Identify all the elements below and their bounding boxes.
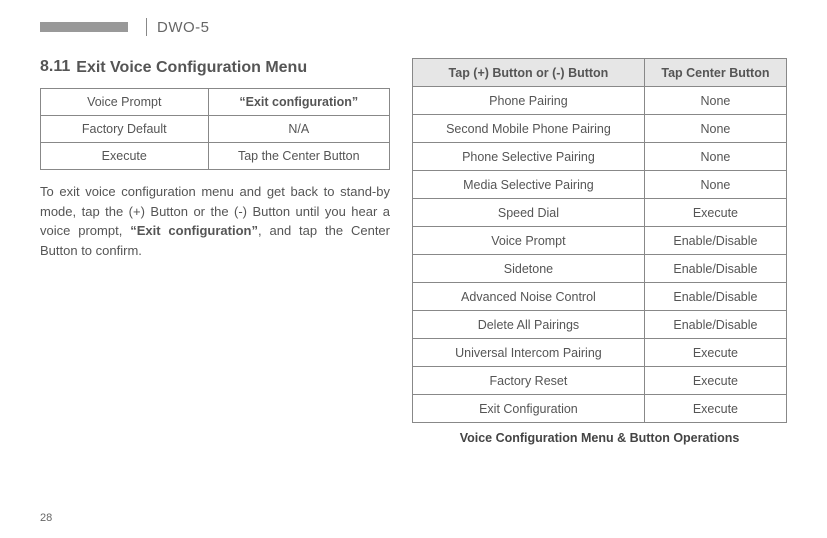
- table-row: Exit ConfigurationExecute: [413, 395, 787, 423]
- model-label: DWO-5: [157, 19, 210, 36]
- paragraph-bold: “Exit configuration”: [130, 223, 258, 238]
- cell-feature: Voice Prompt: [413, 227, 645, 255]
- cell-action: Execute: [644, 395, 786, 423]
- cell-action: None: [644, 115, 786, 143]
- header-divider: [146, 18, 147, 36]
- table-row: Factory DefaultN/A: [41, 116, 390, 143]
- config-summary-table: Voice Prompt“Exit configuration”Factory …: [40, 88, 390, 170]
- row-label: Execute: [41, 143, 209, 170]
- section-number: 8.11: [40, 58, 70, 78]
- cell-feature: Delete All Pairings: [413, 311, 645, 339]
- table-row: Phone PairingNone: [413, 87, 787, 115]
- cell-feature: Advanced Noise Control: [413, 283, 645, 311]
- row-value: N/A: [208, 116, 389, 143]
- cell-action: Enable/Disable: [644, 227, 786, 255]
- table-header-row: Tap (+) Button or (-) Button Tap Center …: [413, 59, 787, 87]
- table-row: Speed DialExecute: [413, 199, 787, 227]
- cell-action: None: [644, 171, 786, 199]
- left-column: 8.11 Exit Voice Configuration Menu Voice…: [40, 58, 390, 445]
- section-title: Exit Voice Configuration Menu: [76, 58, 307, 78]
- cell-feature: Phone Selective Pairing: [413, 143, 645, 171]
- content-columns: 8.11 Exit Voice Configuration Menu Voice…: [40, 58, 787, 445]
- cell-feature: Universal Intercom Pairing: [413, 339, 645, 367]
- header-accent-bar: [40, 22, 128, 32]
- table-row: Phone Selective PairingNone: [413, 143, 787, 171]
- operations-table: Tap (+) Button or (-) Button Tap Center …: [412, 58, 787, 423]
- table-row: Voice Prompt“Exit configuration”: [41, 89, 390, 116]
- right-column: Tap (+) Button or (-) Button Tap Center …: [412, 58, 787, 445]
- table-row: Delete All PairingsEnable/Disable: [413, 311, 787, 339]
- row-value: “Exit configuration”: [208, 89, 389, 116]
- cell-action: Enable/Disable: [644, 311, 786, 339]
- table-row: Factory ResetExecute: [413, 367, 787, 395]
- row-label: Voice Prompt: [41, 89, 209, 116]
- row-value: Tap the Center Button: [208, 143, 389, 170]
- table-row: Voice PromptEnable/Disable: [413, 227, 787, 255]
- section-heading: 8.11 Exit Voice Configuration Menu: [40, 58, 390, 78]
- page-number: 28: [40, 512, 52, 524]
- table-row: Second Mobile Phone PairingNone: [413, 115, 787, 143]
- cell-feature: Factory Reset: [413, 367, 645, 395]
- table-caption: Voice Configuration Menu & Button Operat…: [412, 431, 787, 445]
- table-row: SidetoneEnable/Disable: [413, 255, 787, 283]
- cell-feature: Speed Dial: [413, 199, 645, 227]
- cell-feature: Sidetone: [413, 255, 645, 283]
- table-row: Media Selective PairingNone: [413, 171, 787, 199]
- page-header: DWO-5: [40, 18, 787, 36]
- cell-action: Enable/Disable: [644, 283, 786, 311]
- cell-feature: Second Mobile Phone Pairing: [413, 115, 645, 143]
- instruction-paragraph: To exit voice configuration menu and get…: [40, 182, 390, 260]
- cell-feature: Phone Pairing: [413, 87, 645, 115]
- cell-action: Enable/Disable: [644, 255, 786, 283]
- table-row: Advanced Noise ControlEnable/Disable: [413, 283, 787, 311]
- table-row: ExecuteTap the Center Button: [41, 143, 390, 170]
- table-row: Universal Intercom PairingExecute: [413, 339, 787, 367]
- cell-action: Execute: [644, 339, 786, 367]
- cell-action: None: [644, 143, 786, 171]
- row-label: Factory Default: [41, 116, 209, 143]
- col-header-tap-plusminus: Tap (+) Button or (-) Button: [413, 59, 645, 87]
- cell-action: Execute: [644, 199, 786, 227]
- cell-feature: Exit Configuration: [413, 395, 645, 423]
- cell-action: Execute: [644, 367, 786, 395]
- cell-action: None: [644, 87, 786, 115]
- cell-feature: Media Selective Pairing: [413, 171, 645, 199]
- col-header-tap-center: Tap Center Button: [644, 59, 786, 87]
